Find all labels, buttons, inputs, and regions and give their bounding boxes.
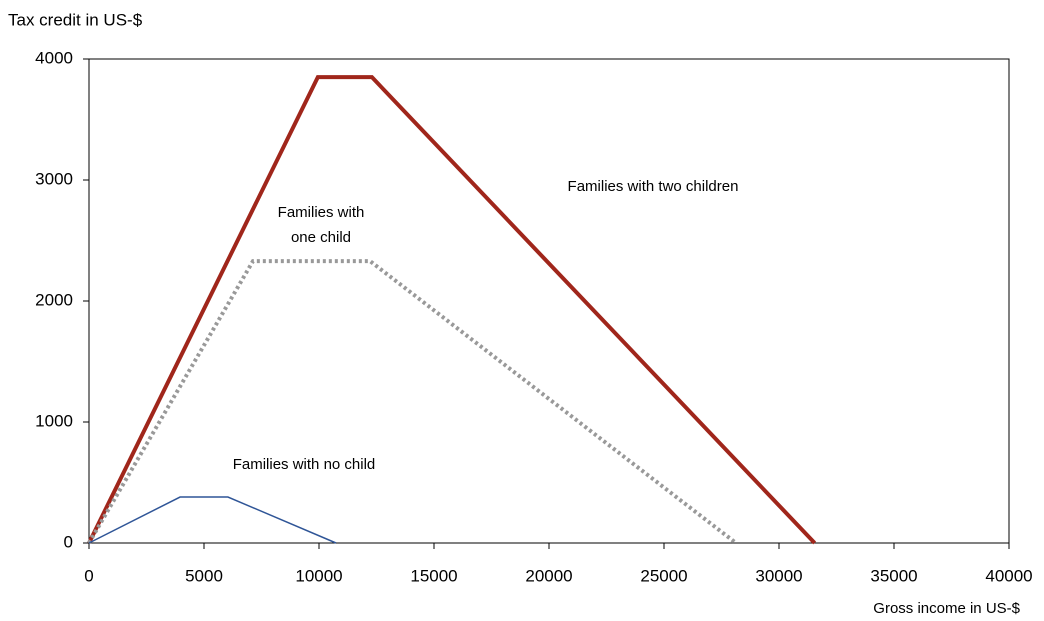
y-axis-label: Tax credit in US-$ (8, 10, 143, 29)
series-label: Families with no child (233, 456, 376, 473)
y-tick-label: 0 (64, 532, 73, 551)
x-tick-label: 30000 (755, 566, 802, 585)
x-tick-label: 20000 (525, 566, 572, 585)
series-line (87, 75, 817, 545)
x-axis-label: Gross income in US-$ (873, 600, 1020, 617)
x-tick-label: 40000 (985, 566, 1032, 585)
y-tick-label: 2000 (35, 290, 73, 309)
series-line (88, 496, 337, 544)
x-tick-label: 0 (84, 566, 93, 585)
series-label: Families with one child (278, 204, 365, 246)
x-tick-label: 5000 (185, 566, 223, 585)
x-tick-label: 15000 (410, 566, 457, 585)
x-tick-label: 35000 (870, 566, 917, 585)
series-label: Families with two children (568, 178, 739, 195)
y-tick-label: 3000 (35, 169, 73, 188)
x-tick-label: 25000 (640, 566, 687, 585)
plot-frame (88, 58, 1010, 544)
series-line (87, 259, 738, 545)
x-tick-label: 10000 (295, 566, 342, 585)
y-tick-label: 1000 (35, 411, 73, 430)
y-tick-label: 4000 (35, 48, 73, 67)
